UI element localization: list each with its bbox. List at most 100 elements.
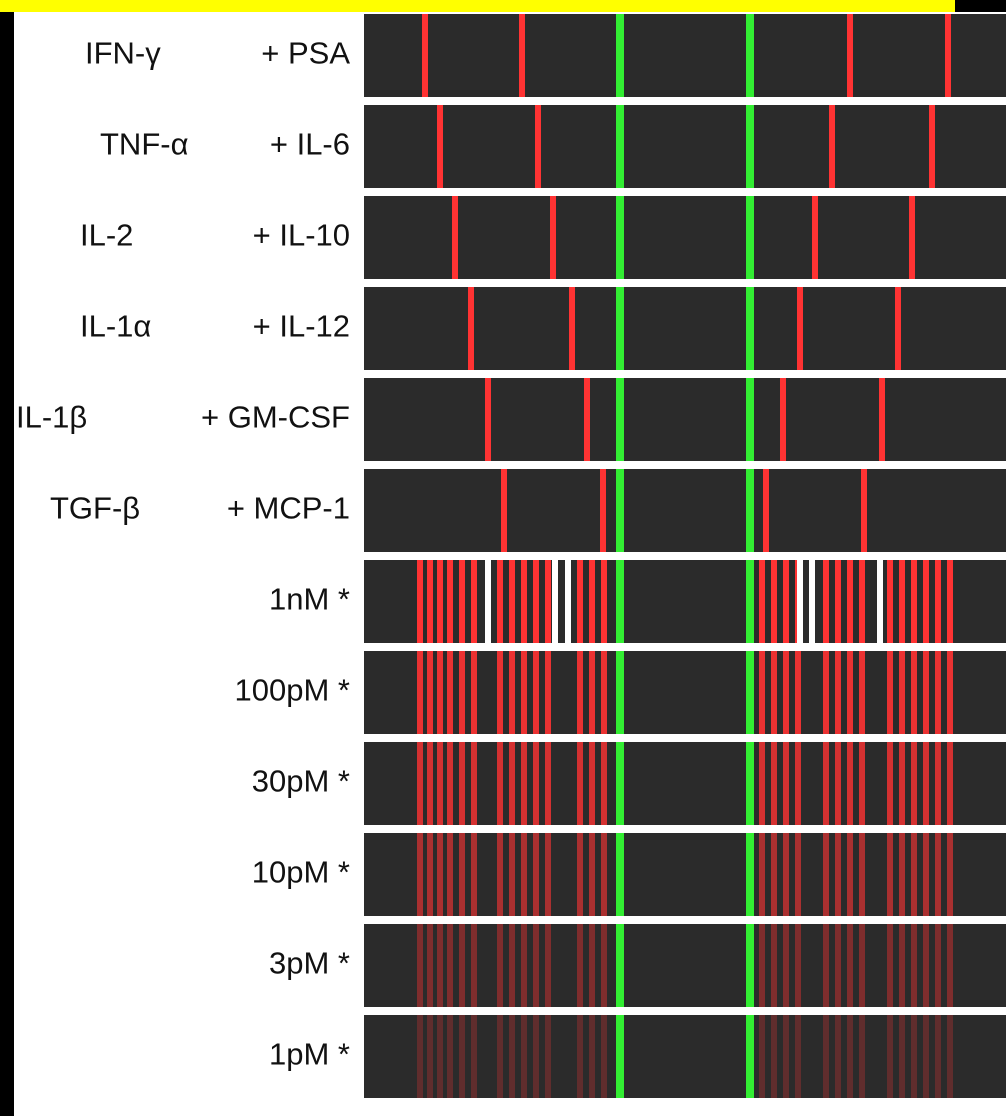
red-line: [471, 924, 477, 1007]
red-line: [795, 742, 801, 825]
red-line: [459, 742, 465, 825]
row-label: 10pM *: [252, 855, 350, 890]
white-line: [552, 560, 558, 643]
green-line: [616, 924, 624, 1007]
red-line: [509, 833, 515, 916]
red-line: [545, 1015, 551, 1098]
red-line: [759, 651, 765, 734]
red-line: [923, 651, 929, 734]
red-line: [521, 651, 527, 734]
row-label-right: + MCP-1: [227, 491, 350, 526]
green-line: [616, 833, 624, 916]
red-line: [447, 742, 453, 825]
red-line: [911, 833, 917, 916]
red-line: [923, 1015, 929, 1098]
red-line: [823, 742, 829, 825]
red-line: [447, 924, 453, 1007]
red-line: [795, 924, 801, 1007]
red-line: [923, 742, 929, 825]
red-line: [780, 378, 786, 461]
red-line: [589, 833, 595, 916]
red-line: [945, 14, 951, 97]
red-line: [859, 651, 865, 734]
red-line: [895, 287, 901, 370]
red-line: [584, 378, 590, 461]
red-line: [497, 924, 503, 1007]
red-line: [589, 651, 595, 734]
green-line: [616, 651, 624, 734]
green-line: [616, 1015, 624, 1098]
red-line: [771, 833, 777, 916]
red-line: [417, 1015, 423, 1098]
red-line: [437, 105, 443, 188]
red-line: [835, 1015, 841, 1098]
red-line: [427, 742, 433, 825]
green-line: [616, 560, 624, 643]
row-label-right: + PSA: [261, 36, 350, 71]
red-line: [459, 924, 465, 1007]
row-label: 3pM *: [269, 946, 350, 981]
red-line: [447, 833, 453, 916]
red-line: [823, 924, 829, 1007]
red-line: [437, 924, 443, 1007]
red-line: [589, 1015, 595, 1098]
red-line: [947, 742, 953, 825]
red-line: [899, 560, 905, 643]
red-line: [923, 924, 929, 1007]
red-line: [947, 560, 953, 643]
array-strip: [364, 105, 1006, 188]
red-line: [533, 833, 539, 916]
red-line: [447, 1015, 453, 1098]
green-line: [746, 105, 754, 188]
green-line: [746, 560, 754, 643]
red-line: [601, 1015, 607, 1098]
red-line: [911, 924, 917, 1007]
red-line: [771, 560, 777, 643]
red-line: [929, 105, 935, 188]
red-line: [545, 742, 551, 825]
green-line: [746, 196, 754, 279]
red-line: [509, 924, 515, 1007]
red-line: [569, 287, 575, 370]
green-line: [746, 287, 754, 370]
red-line: [521, 924, 527, 1007]
red-line: [533, 1015, 539, 1098]
red-line: [909, 196, 915, 279]
page: {"rows": [ ["IFN-γ", "+ PSA"], ["TNF-α",…: [0, 0, 1006, 1116]
red-line: [935, 833, 941, 916]
green-line: [746, 14, 754, 97]
red-line: [763, 469, 769, 552]
red-line: [427, 560, 433, 643]
red-line: [771, 742, 777, 825]
red-line: [823, 1015, 829, 1098]
white-line: [809, 560, 815, 643]
red-line: [577, 1015, 583, 1098]
red-line: [533, 651, 539, 734]
red-line: [859, 742, 865, 825]
red-line: [783, 833, 789, 916]
green-line: [746, 1015, 754, 1098]
red-line: [935, 651, 941, 734]
red-line: [437, 833, 443, 916]
red-line: [545, 924, 551, 1007]
red-line: [847, 1015, 853, 1098]
red-line: [911, 651, 917, 734]
header-bar: [0, 0, 955, 12]
red-line: [521, 833, 527, 916]
red-line: [577, 560, 583, 643]
red-line: [887, 924, 893, 1007]
white-line: [797, 560, 803, 643]
red-line: [509, 1015, 515, 1098]
green-line: [616, 196, 624, 279]
red-line: [459, 560, 465, 643]
red-line: [497, 742, 503, 825]
red-line: [935, 924, 941, 1007]
red-line: [459, 651, 465, 734]
red-line: [550, 196, 556, 279]
row-label-left: TNF-α: [100, 127, 189, 162]
red-line: [497, 560, 503, 643]
red-line: [835, 833, 841, 916]
red-line: [600, 469, 606, 552]
green-line: [746, 833, 754, 916]
red-line: [771, 651, 777, 734]
